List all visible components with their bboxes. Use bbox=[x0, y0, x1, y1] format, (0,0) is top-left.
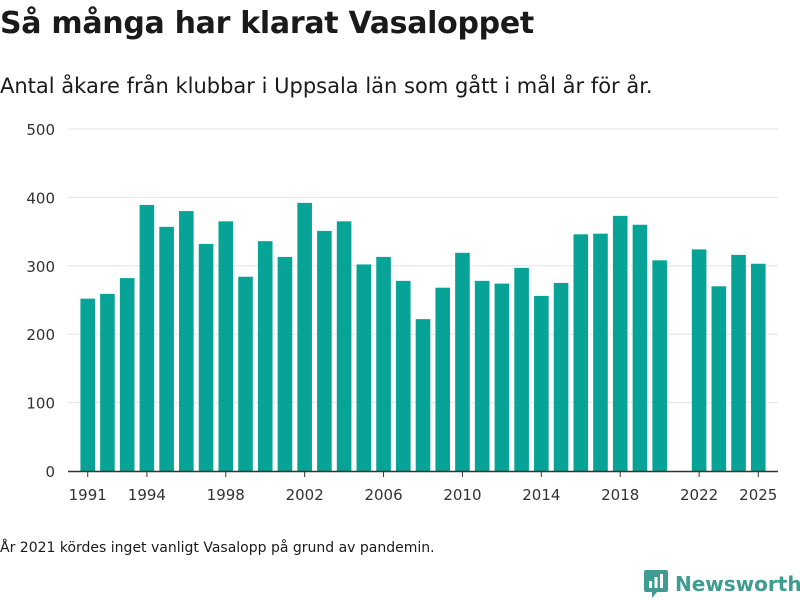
bar-2003 bbox=[317, 230, 332, 471]
y-tick-label: 500 bbox=[26, 121, 55, 139]
bar-2015 bbox=[553, 282, 569, 471]
bar-2001 bbox=[277, 256, 293, 471]
bar-2007 bbox=[395, 280, 411, 471]
bar-2020 bbox=[652, 260, 667, 471]
newsworthy-logo[interactable]: Newsworthy bbox=[643, 568, 800, 600]
y-tick-label: 300 bbox=[26, 258, 55, 276]
bar-2009 bbox=[435, 287, 451, 471]
bar-1994 bbox=[139, 204, 155, 471]
x-tick-label: 1994 bbox=[128, 486, 166, 504]
bar-1995 bbox=[159, 226, 174, 471]
bar-1997 bbox=[198, 243, 214, 471]
x-tick-label: 2006 bbox=[364, 486, 402, 504]
bar-2023 bbox=[711, 286, 727, 471]
x-tick-label: 2014 bbox=[522, 486, 560, 504]
x-tick-label: 2025 bbox=[739, 486, 777, 504]
chart-title: Så många har klarat Vasaloppet bbox=[0, 6, 534, 41]
x-tick-label: 2002 bbox=[286, 486, 324, 504]
bar-1991 bbox=[80, 298, 96, 471]
bar-2011 bbox=[474, 280, 490, 471]
x-tick-label: 2018 bbox=[601, 486, 639, 504]
chart-subtitle: Antal åkare från klubbar i Uppsala län s… bbox=[0, 74, 653, 98]
bars bbox=[80, 202, 766, 471]
bar-2018 bbox=[612, 215, 628, 471]
y-tick-label: 100 bbox=[26, 395, 55, 413]
newsworthy-logo-icon bbox=[644, 570, 668, 598]
y-axis-tick-labels: 0 100 200 300 400 500 bbox=[26, 121, 55, 481]
bar-2016 bbox=[573, 234, 589, 471]
bar-1996 bbox=[179, 211, 194, 471]
bar-2000 bbox=[257, 241, 273, 471]
bar-1992 bbox=[100, 293, 115, 471]
y-tick-label: 200 bbox=[26, 326, 55, 344]
bar-2019 bbox=[632, 224, 648, 471]
x-tick-label: 1991 bbox=[69, 486, 107, 504]
bar-2004 bbox=[336, 221, 352, 471]
bar-2014 bbox=[534, 295, 549, 471]
x-tick-label: 1998 bbox=[207, 486, 245, 504]
bar-2022 bbox=[691, 249, 707, 471]
x-tick-label: 2010 bbox=[443, 486, 481, 504]
bar-2010 bbox=[455, 252, 470, 471]
bar-2013 bbox=[514, 267, 529, 471]
bar-2008 bbox=[415, 319, 431, 471]
x-axis-ticks: 1991 1994 1998 2002 2006 2010 2014 2018 2022 2025 bbox=[69, 471, 777, 504]
footnote: År 2021 kördes inget vanligt Vasalopp på… bbox=[0, 540, 435, 556]
bar-2006 bbox=[376, 256, 391, 471]
x-tick-label: 2022 bbox=[680, 486, 718, 504]
bar-1998 bbox=[218, 221, 234, 471]
bar-2005 bbox=[356, 264, 372, 471]
newsworthy-logo-text: Newsworthy bbox=[675, 572, 800, 596]
bar-chart: 0 100 200 300 400 500 1991 1994 1998 2002 2006 201… bbox=[26, 121, 778, 504]
bar-2002 bbox=[297, 202, 312, 471]
bar-2012 bbox=[494, 283, 510, 471]
bar-2024 bbox=[731, 254, 746, 471]
bar-1999 bbox=[238, 276, 253, 471]
bar-1993 bbox=[119, 278, 135, 471]
y-tick-label: 0 bbox=[45, 463, 55, 481]
y-tick-label: 400 bbox=[26, 189, 55, 207]
bar-2017 bbox=[593, 233, 608, 471]
bar-2025 bbox=[750, 263, 766, 471]
